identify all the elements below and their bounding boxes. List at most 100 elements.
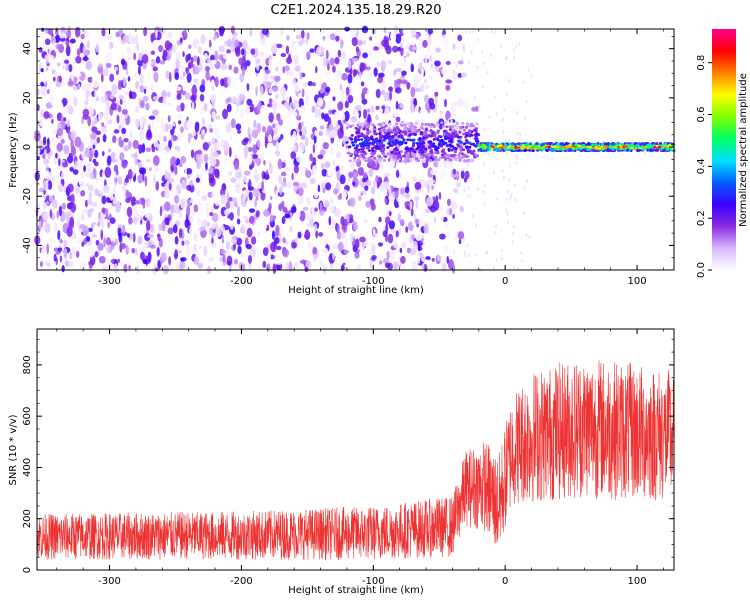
spectrogram-noise-cell xyxy=(40,81,45,87)
spectrogram-noise-cell xyxy=(85,31,90,38)
spectrogram-noise-cell xyxy=(109,94,115,99)
spectrogram-noise-cell xyxy=(66,119,71,128)
spectrogram-noise-cell xyxy=(281,200,285,210)
spectrogram-noise-cell xyxy=(336,170,341,181)
spectrogram-noise-cell xyxy=(220,249,227,255)
spectrogram-noise-cell xyxy=(242,189,247,200)
spectrogram-noise-cell xyxy=(340,53,347,61)
spectrogram-noise-cell xyxy=(48,28,54,36)
spectrogram-noise-cell xyxy=(463,237,466,242)
spectrogram-noise-cell xyxy=(286,35,290,41)
spectrogram-noise-cell xyxy=(81,213,85,221)
spectrogram-noise-cell xyxy=(519,132,522,137)
spectrogram-signal-cell xyxy=(378,122,383,126)
spectrogram-noise-cell xyxy=(274,237,280,245)
spectrogram-noise-cell xyxy=(292,111,298,118)
spectrogram-noise-cell xyxy=(299,165,306,176)
spectrogram-noise-cell xyxy=(458,239,462,245)
spectrogram-noise-cell xyxy=(502,129,505,134)
spectrogram-noise-cell xyxy=(170,210,174,218)
spectrogram-noise-cell xyxy=(67,210,72,217)
spectrogram-noise-cell xyxy=(97,66,104,75)
spectrogram-noise-cell xyxy=(143,154,148,161)
spectrogram-noise-cell xyxy=(184,218,190,229)
spectrogram-noise-cell xyxy=(438,192,442,200)
spectrogram-signal-cell xyxy=(444,137,448,141)
spectrogram-noise-cell xyxy=(145,147,151,153)
spectrogram-noise-cell xyxy=(101,27,106,37)
spectrogram-signal-cell xyxy=(662,149,666,152)
spectrogram-noise-cell xyxy=(158,142,165,152)
spectrogram-signal-cell xyxy=(496,144,500,148)
spectrogram-noise-cell xyxy=(80,33,85,40)
spectrogram-noise-cell xyxy=(320,162,325,170)
spectrogram-noise-cell xyxy=(490,29,493,33)
spectrogram-noise-cell xyxy=(334,56,340,65)
spectrogram-noise-cell xyxy=(295,91,299,97)
spectrogram-noise-cell xyxy=(512,231,515,236)
spectrogram-noise-cell xyxy=(384,181,390,190)
spectrogram-noise-cell xyxy=(335,68,343,80)
spectrogram-noise-cell xyxy=(464,170,470,180)
spectrogram-signal-cell xyxy=(465,145,469,149)
spectrogram-noise-cell xyxy=(269,195,273,200)
spectrogram-noise-cell xyxy=(194,121,200,133)
spectrogram-noise-cell xyxy=(337,194,341,201)
spectrogram-noise-cell xyxy=(477,187,480,192)
spectrogram-signal-cell xyxy=(422,153,426,157)
spectrogram-signal-cell xyxy=(401,122,405,126)
spectrogram-noise-cell xyxy=(125,244,129,255)
spectrogram-signal-cell xyxy=(636,149,640,153)
spectrogram-noise-cell xyxy=(75,185,81,195)
spectrogram-noise-cell xyxy=(322,263,328,269)
spectrogram-signal-cell xyxy=(469,133,473,137)
spectrogram-noise-cell xyxy=(387,162,392,169)
spectrogram-signal-cell xyxy=(374,137,378,141)
spectrogram-noise-cell xyxy=(503,107,506,112)
spectrogram-noise-cell xyxy=(178,65,185,76)
spectrogram-noise-cell xyxy=(113,263,118,274)
spectrogram-noise-cell xyxy=(356,186,359,196)
spectrogram-noise-cell xyxy=(415,32,420,40)
spectrogram-signal-cell xyxy=(345,126,349,130)
spectrogram-noise-cell xyxy=(228,266,232,273)
spectrogram-noise-cell xyxy=(77,160,84,169)
spectrogram-noise-cell xyxy=(236,106,240,112)
spectrogram-signal-cell xyxy=(438,141,442,145)
spectrogram-noise-cell xyxy=(483,201,486,206)
spectrogram-noise-cell xyxy=(337,49,342,58)
spectrogram-signal-cell xyxy=(422,136,426,140)
spectrogram-noise-cell xyxy=(184,29,187,37)
spectrogram-noise-cell xyxy=(427,42,431,53)
spectrogram-noise-cell xyxy=(137,235,143,246)
spectrogram-noise-cell xyxy=(149,244,156,249)
spectrogram-signal-cell xyxy=(398,155,403,159)
spectrogram-signal-cell xyxy=(390,151,394,154)
spectrogram-noise-cell xyxy=(446,198,451,207)
spectrogram-noise-cell xyxy=(435,195,439,202)
spectrogram-noise-cell xyxy=(387,60,393,65)
spectrogram-signal-cell xyxy=(454,156,458,160)
spectrogram-noise-cell xyxy=(456,173,459,178)
spectrogram-signal-cell xyxy=(566,144,570,148)
spectrogram-noise-cell xyxy=(510,193,513,197)
spectrogram-noise-cell xyxy=(214,168,220,179)
spectrogram-noise-cell xyxy=(235,171,242,179)
spectrogram-noise-cell xyxy=(383,40,390,51)
spectrogram-noise-cell xyxy=(332,243,339,250)
spectrogram-signal-cell xyxy=(488,143,492,146)
spectrogram-noise-cell xyxy=(370,105,375,113)
spectrogram-noise-cell xyxy=(38,220,42,230)
spectrogram-noise-cell xyxy=(428,262,432,272)
spectrogram-noise-cell xyxy=(41,109,44,114)
spectrogram-noise-cell xyxy=(288,147,294,152)
spectrogram-noise-cell xyxy=(421,208,427,219)
spectrogram-noise-cell xyxy=(135,247,138,256)
spectrogram-signal-cell xyxy=(421,144,425,147)
spectrogram-signal-cell xyxy=(458,151,462,155)
spectrogram-noise-cell xyxy=(37,104,40,111)
spectrogram-noise-cell xyxy=(226,200,231,209)
spectrogram-noise-cell xyxy=(153,39,160,45)
spectrogram-noise-cell xyxy=(203,153,209,162)
spectrogram-noise-cell xyxy=(172,43,177,54)
